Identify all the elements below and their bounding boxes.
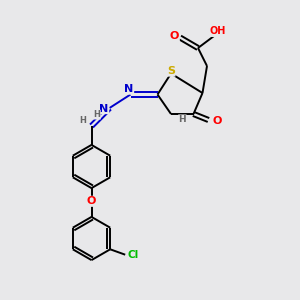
Text: H: H (178, 115, 186, 124)
Text: OH: OH (209, 26, 226, 37)
Text: Cl: Cl (128, 250, 139, 260)
Text: O: O (87, 196, 96, 206)
Text: O: O (170, 31, 179, 41)
Text: O: O (212, 116, 222, 127)
Text: H: H (80, 116, 86, 125)
Text: H: H (94, 110, 100, 119)
Text: S: S (167, 66, 175, 76)
Text: N: N (124, 84, 134, 94)
Text: N: N (100, 103, 109, 114)
